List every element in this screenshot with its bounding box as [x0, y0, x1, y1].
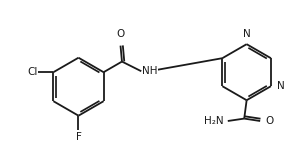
Text: O: O: [116, 29, 124, 39]
Text: Cl: Cl: [27, 67, 38, 77]
Text: N: N: [243, 29, 250, 39]
Text: H₂N: H₂N: [204, 116, 224, 126]
Text: F: F: [76, 132, 81, 142]
Text: O: O: [265, 116, 273, 126]
Text: NH: NH: [142, 66, 158, 76]
Text: N: N: [277, 81, 284, 91]
